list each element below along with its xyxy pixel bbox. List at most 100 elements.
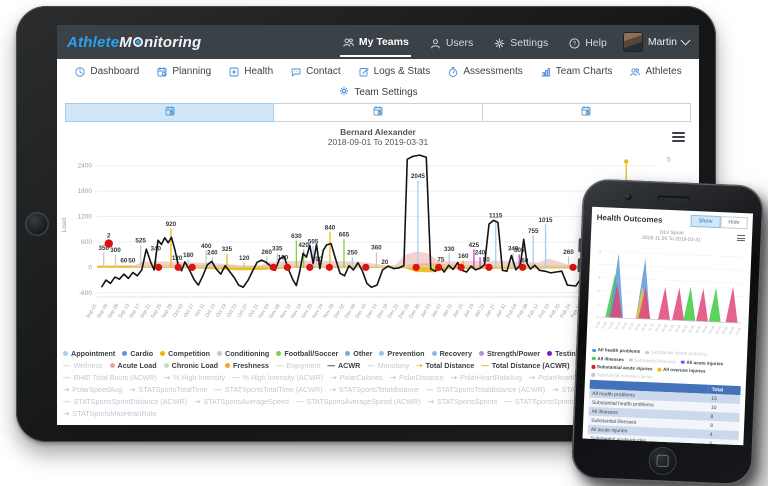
- menu-item-health[interactable]: Health: [228, 66, 273, 78]
- menu-item-logs-stats[interactable]: Logs & Stats: [358, 66, 430, 78]
- legend-item-statsportssprints[interactable]: ⇢ STATSportsSprints: [428, 397, 498, 406]
- date-range-tab-2[interactable]: [274, 103, 483, 122]
- legend-item-statsportsmaxheartrate[interactable]: ⇢ STATSportsMaxHeartRate: [63, 409, 157, 418]
- legend-item--high-intensity-acwr-[interactable]: —% High Intensity (ACWR): [232, 373, 323, 382]
- top-nav-my-teams[interactable]: My Teams: [339, 28, 411, 57]
- health-problem-dot[interactable]: [283, 263, 291, 271]
- menu-item-assessments[interactable]: Assessments: [447, 66, 523, 78]
- legend-item-prevention[interactable]: Prevention: [379, 349, 425, 358]
- menu-item-dashboard[interactable]: Dashboard: [74, 66, 139, 78]
- legend-item-polardistance[interactable]: ⇢ PolarDistance: [390, 373, 444, 382]
- legend-label: Cardio: [130, 349, 154, 358]
- phone-legend-item-all-illnesses[interactable]: All illnesses: [591, 355, 624, 362]
- legend-item-statsportstotaltime-acwr-[interactable]: — STATSportsTotalTime (ACWR): [214, 385, 322, 394]
- health-problem-dot[interactable]: [325, 263, 333, 271]
- legend-item-polarspeedavg[interactable]: ⇢ PolarSpeedAvg: [63, 385, 122, 394]
- legend-item--high-intensity[interactable]: ⇢% High Intensity: [164, 373, 225, 382]
- top-nav-settings[interactable]: Settings: [491, 29, 550, 56]
- legend-item-total-distance[interactable]: ⇢ Total Distance: [416, 361, 474, 370]
- phone-legend-item-all-overuse-injuries[interactable]: All overuse injuries: [657, 366, 706, 374]
- legend-item-appointment[interactable]: Appointment: [63, 349, 115, 358]
- legend-item-freshness[interactable]: Freshness: [225, 361, 269, 370]
- phone-home-button[interactable]: [647, 446, 677, 476]
- legend-item-other[interactable]: Other: [345, 349, 372, 358]
- legend-item-statsportstotaldistance-acwr-[interactable]: — STATSportsTotaldistance (ACWR): [426, 385, 545, 394]
- health-problem-dot[interactable]: [174, 263, 182, 271]
- health-problem-dot[interactable]: [306, 263, 314, 271]
- phone-legend-item-all-health-problems[interactable]: All health problems: [592, 347, 640, 355]
- legend-item-strength-power[interactable]: Strength/Power: [478, 349, 540, 358]
- menu-item-planning[interactable]: Planning: [156, 66, 211, 78]
- legend-item-total-distance-acwr-[interactable]: — Total Distance (ACWR): [481, 361, 569, 370]
- legend-item-statsportssprintdistance-acwr-[interactable]: — STATSportsSprintDistance (ACWR): [63, 397, 187, 406]
- health-problem-dot[interactable]: [104, 239, 113, 248]
- legend-item-cardio[interactable]: Cardio: [122, 349, 153, 358]
- hide-button[interactable]: Hide: [720, 216, 748, 230]
- legend-item-statsportsaveragespeed[interactable]: ⇢ STATSportsAverageSpeed: [194, 397, 289, 406]
- legend-item-football-soccer[interactable]: Football/Soccer: [276, 349, 338, 358]
- legend-item-testing[interactable]: Testing: [547, 349, 580, 358]
- legend-item-recovery[interactable]: Recovery: [431, 349, 472, 358]
- menu-item-team-charts[interactable]: Team Charts: [540, 66, 612, 78]
- health-problem-dot[interactable]: [412, 263, 420, 271]
- phone-volume-button[interactable]: [577, 258, 582, 273]
- legend-item-conditioning[interactable]: Conditioning: [217, 349, 269, 358]
- date-range-tab-1[interactable]: [65, 103, 275, 122]
- health-problem-dot[interactable]: [269, 263, 277, 271]
- legend-item-statsportstotaltime[interactable]: ⇢ STATSportsTotalTime: [129, 385, 207, 394]
- health-problem-dot[interactable]: [457, 263, 465, 271]
- health-problem-dot[interactable]: [435, 263, 443, 271]
- health-problem-dot[interactable]: [519, 263, 527, 271]
- outcome-peak[interactable]: [683, 286, 696, 322]
- menu-item-contact[interactable]: Contact: [290, 66, 341, 78]
- legend-item-chronic-load[interactable]: Chronic Load: [163, 361, 218, 370]
- legend-item-polarheartratemax[interactable]: ⇢ PolarHeartRateMax: [529, 373, 601, 382]
- phone-legend-item-all-acute-injuries[interactable]: All acute injuries: [680, 359, 723, 367]
- legend-item-monotony[interactable]: — Monotony: [367, 361, 409, 370]
- legend-item-competition[interactable]: Competition: [160, 349, 210, 358]
- legend-item-statsportssprints-acwr-[interactable]: — STATSportsSprints (ACWR): [504, 397, 604, 406]
- annotation-pin[interactable]: [624, 159, 629, 164]
- top-nav-help[interactable]: ? Help: [566, 29, 609, 56]
- outcome-peak[interactable]: [638, 287, 651, 320]
- outcome-peak[interactable]: [610, 283, 623, 319]
- legend-item-acwr[interactable]: — ACWR: [327, 361, 360, 370]
- phone-legend-item-substantial-acute-injuries[interactable]: Substantial acute injuries: [591, 364, 653, 373]
- legend-item-polarcalories[interactable]: ⇢ PolarCalories: [330, 373, 382, 382]
- legend-dot-marker: [122, 351, 128, 356]
- health-problem-dot[interactable]: [188, 263, 196, 271]
- show-button[interactable]: Show: [690, 214, 721, 229]
- legend-arrow-marker: ⇢: [552, 385, 559, 394]
- acwr-line[interactable]: [100, 154, 627, 289]
- team-settings-item[interactable]: Team Settings: [57, 84, 699, 100]
- phone-chart-menu-icon[interactable]: [736, 234, 746, 243]
- chart-menu-icon[interactable]: [672, 130, 685, 144]
- outcome-peak[interactable]: [657, 286, 671, 321]
- outcome-peak[interactable]: [695, 288, 709, 322]
- legend-item-acute-load[interactable]: Acute Load: [109, 361, 157, 370]
- legend-line-marker: —: [367, 361, 375, 370]
- outcome-peak[interactable]: [708, 287, 722, 323]
- legend-item-enjoyment[interactable]: — Enjoyment: [276, 361, 320, 370]
- phone-legend-item-substantial-overuse-injuries[interactable]: Substantial overuse injuries: [591, 372, 653, 381]
- phone-legend-item-substantial-illnesses[interactable]: Substantial illnesses: [628, 357, 676, 365]
- menu-item-athletes[interactable]: Athletes: [629, 66, 682, 78]
- legend-item-rhie-total-bouts-acwr-[interactable]: — RHIE Total Bouts (ACWR): [63, 373, 157, 382]
- date-range-tab-3[interactable]: [482, 103, 691, 122]
- health-problem-dot[interactable]: [362, 263, 370, 271]
- health-problem-dot[interactable]: [485, 263, 493, 271]
- top-nav-users[interactable]: Users: [427, 29, 475, 56]
- outcome-peak[interactable]: [725, 286, 740, 323]
- user-menu[interactable]: Martin: [622, 32, 691, 52]
- legend-item-statsportsaveragespeed-acwr-[interactable]: — STATSportsAverageSpeed (ACWR): [296, 397, 421, 406]
- tablet-home-button[interactable]: [25, 212, 49, 236]
- health-problem-dot[interactable]: [569, 263, 577, 271]
- legend-item-statsportstotaldistance[interactable]: ⇢ STATSportsTotaldistance: [330, 385, 419, 394]
- phone-volume-button[interactable]: [578, 238, 582, 253]
- legend-item-polarheartrateavg[interactable]: ⇢ PolarHeartRateAvg: [451, 373, 522, 382]
- phone-legend-item-substantial-health-problems[interactable]: Substantial health problems: [645, 349, 708, 358]
- outcome-peak[interactable]: [672, 287, 685, 321]
- legend-item-wellness[interactable]: — Wellness: [63, 361, 103, 370]
- health-problem-dot[interactable]: [155, 263, 163, 271]
